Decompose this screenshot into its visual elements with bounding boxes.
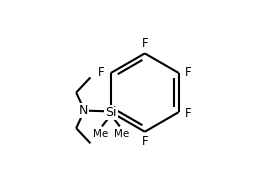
Text: N: N xyxy=(78,104,88,117)
Text: F: F xyxy=(141,135,148,148)
Text: Me: Me xyxy=(92,129,108,139)
Text: F: F xyxy=(185,106,192,120)
Text: Me: Me xyxy=(114,129,129,139)
Text: F: F xyxy=(185,66,192,79)
Text: F: F xyxy=(98,66,104,79)
Text: Si: Si xyxy=(105,106,117,119)
Text: F: F xyxy=(141,37,148,50)
